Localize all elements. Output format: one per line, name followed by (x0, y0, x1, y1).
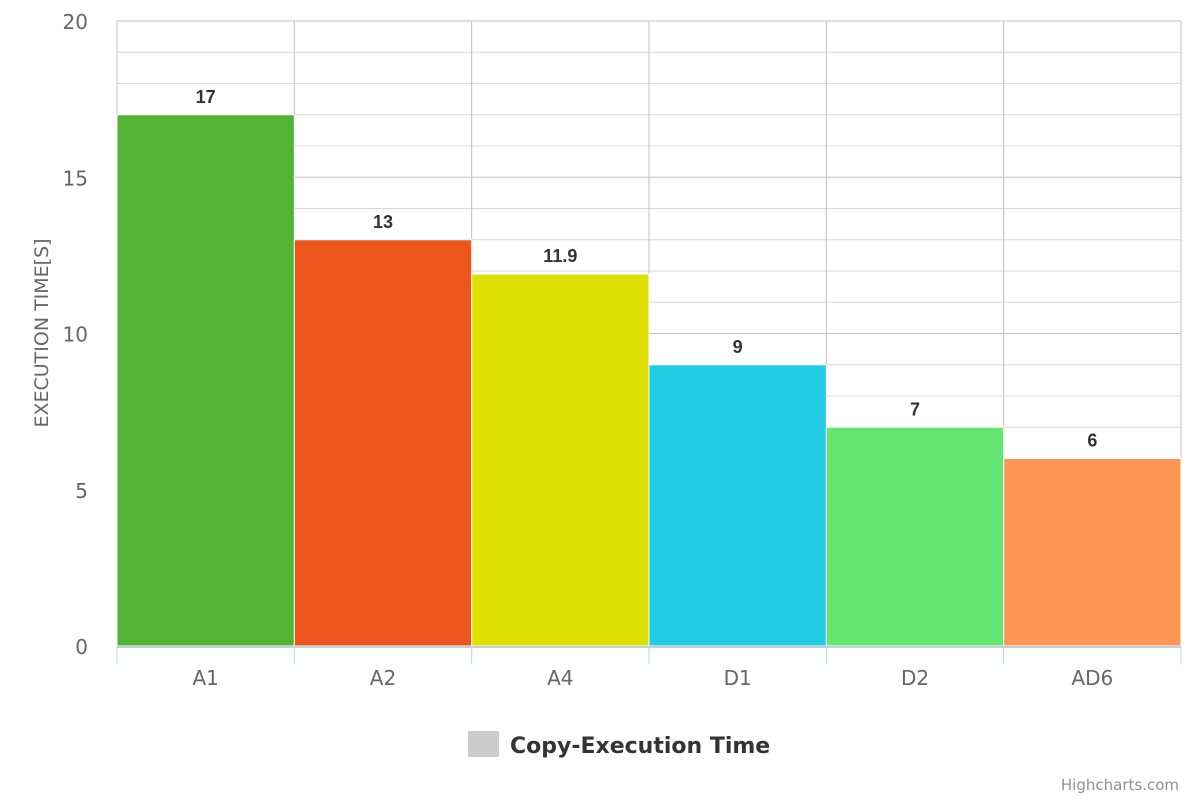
legend-swatch[interactable] (468, 731, 499, 757)
data-label: 17 (196, 87, 216, 107)
bar-d2[interactable] (825, 426, 1005, 647)
data-label: 6 (1087, 431, 1097, 451)
bar-d1[interactable] (648, 364, 827, 647)
credits-link[interactable]: Highcharts.com (1061, 776, 1179, 794)
x-axis: A1 A2 A4 D1 D2 AD6 (116, 646, 1182, 690)
bar-a2[interactable] (293, 239, 473, 647)
bars (116, 114, 1182, 647)
data-label: 13 (373, 212, 393, 232)
bar-a4[interactable] (471, 273, 650, 647)
x-tick-label: D1 (724, 666, 752, 690)
y-tick-label: 15 (63, 166, 88, 190)
legend-item[interactable]: Copy-Execution Time (468, 731, 770, 759)
x-tick-label: A4 (547, 666, 573, 690)
x-tick-label: A2 (370, 666, 396, 690)
bar-ad6[interactable] (1003, 458, 1182, 647)
bar-a1[interactable] (116, 114, 295, 647)
data-label: 7 (910, 399, 920, 419)
data-labels: 17 13 11.9 9 7 6 (196, 87, 1098, 451)
y-tick-label: 10 (63, 323, 88, 347)
x-tick-label: D2 (901, 666, 929, 690)
y-tick-label: 0 (75, 635, 88, 659)
y-axis-title: EXECUTION TIME[S] (31, 238, 53, 427)
y-axis: 0 5 10 15 20 (63, 10, 88, 659)
y-tick-label: 20 (63, 10, 88, 34)
data-label: 11.9 (543, 246, 577, 266)
x-tick-label: AD6 (1071, 666, 1113, 690)
x-tick-label: A1 (192, 666, 218, 690)
y-tick-label: 5 (75, 479, 88, 503)
legend-label[interactable]: Copy-Execution Time (510, 734, 770, 759)
data-label: 9 (733, 337, 743, 357)
